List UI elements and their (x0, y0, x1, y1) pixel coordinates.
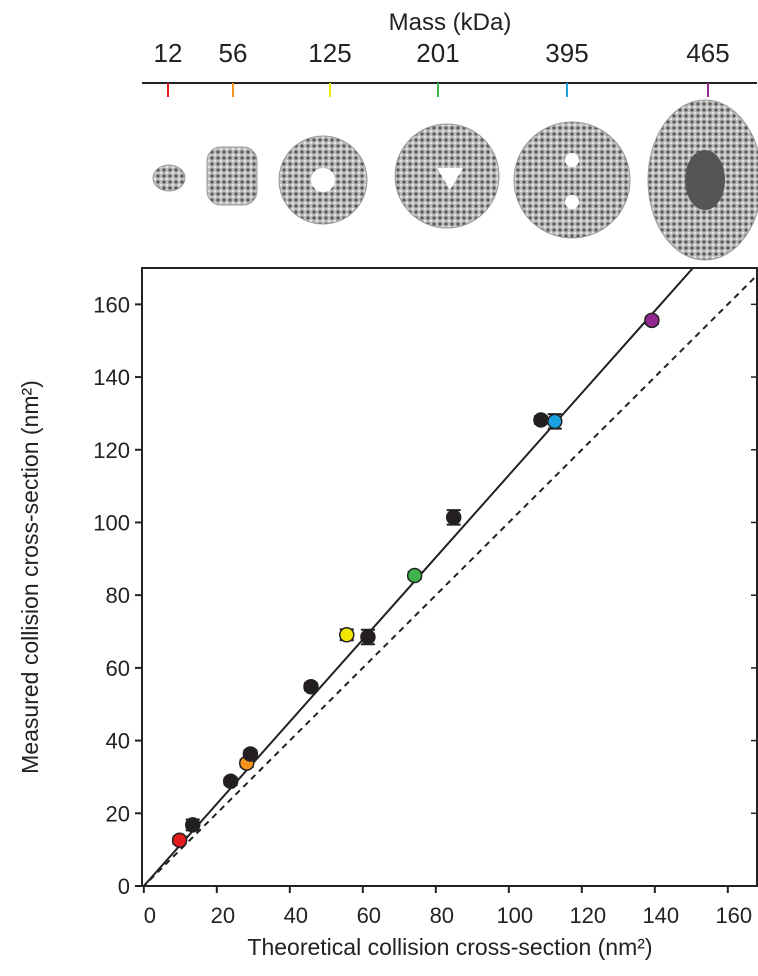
y-tick-label: 60 (106, 656, 130, 681)
x-tick-label: 40 (284, 903, 308, 928)
mass-title: Mass (kDa) (389, 9, 512, 36)
y-tick-label: 40 (106, 729, 130, 754)
data-point (186, 818, 200, 832)
plot-frame (142, 268, 757, 886)
x-tick-label: 20 (211, 903, 235, 928)
y-tick-label: 140 (93, 365, 130, 390)
mass-label: 465 (686, 38, 729, 68)
y-tick-label: 160 (93, 292, 130, 317)
data-point (645, 313, 659, 327)
protein-structures (153, 100, 758, 260)
data-point (340, 628, 354, 642)
data-point (173, 833, 187, 847)
data-point (408, 569, 422, 583)
data-point (361, 630, 375, 644)
mass-label: 125 (308, 38, 351, 68)
y-tick-label: 20 (106, 801, 130, 826)
figure: Mass (kDa) Theoretical collision cross-s… (0, 0, 758, 971)
x-tick-label: 60 (357, 903, 381, 928)
x-axis-label: Theoretical collision cross-section (nm²… (247, 934, 652, 960)
data-point (548, 414, 562, 428)
x-tick-label: 120 (569, 903, 606, 928)
mass-label: 201 (416, 38, 459, 68)
y-axis-label: Measured collision cross-section (nm²) (17, 380, 43, 774)
mass-label: 12 (154, 38, 183, 68)
x-tick-label: 140 (642, 903, 679, 928)
data-point (534, 413, 548, 427)
y-tick-label: 80 (106, 583, 130, 608)
y-tick-label: 120 (93, 438, 130, 463)
data-point (447, 510, 461, 524)
data-point (243, 747, 257, 761)
x-tick-label: 160 (715, 903, 752, 928)
x-tick-label: 0 (144, 903, 156, 928)
x-tick-label: 80 (430, 903, 454, 928)
mass-label: 395 (545, 38, 588, 68)
data-point (304, 680, 318, 694)
y-tick-label: 100 (93, 510, 130, 535)
mass-label: 56 (219, 38, 248, 68)
x-tick-label: 100 (496, 903, 533, 928)
data-point (224, 774, 238, 788)
y-tick-label: 0 (118, 874, 130, 899)
identity-line (142, 275, 757, 888)
